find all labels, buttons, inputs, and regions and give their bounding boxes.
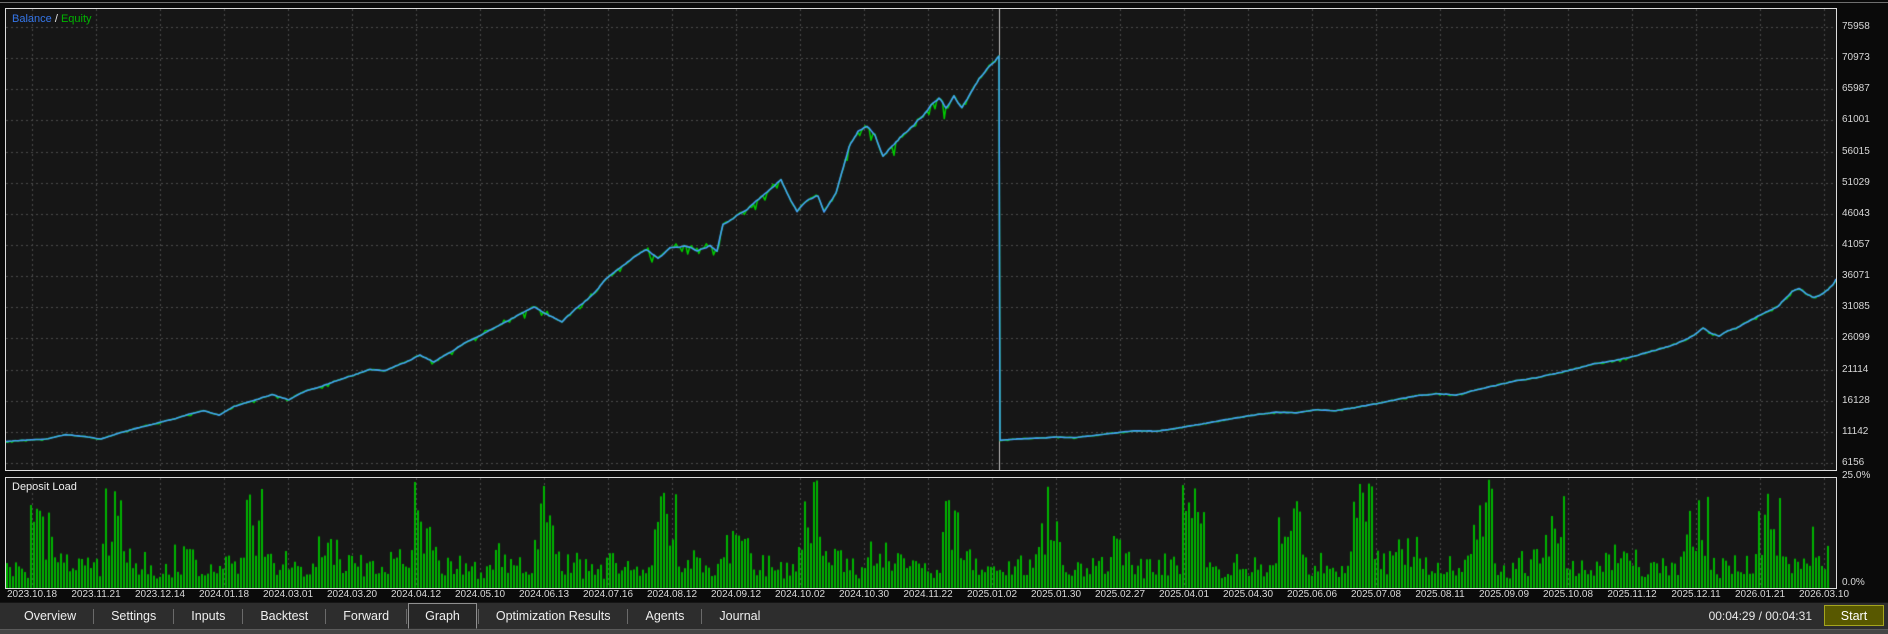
x-axis-tick: 2026.03.10	[1798, 589, 1850, 600]
y-axis-tick: 11142	[1842, 425, 1869, 437]
tab-separator	[406, 608, 408, 624]
deposit-load-panel[interactable]: Deposit Load	[5, 477, 1837, 589]
y-axis-tick: 65987	[1842, 83, 1870, 95]
tab-graph[interactable]: Graph	[408, 603, 477, 629]
x-axis-tick: 2026.01.21	[1734, 589, 1786, 600]
x-axis-tick: 2023.12.14	[134, 589, 186, 600]
x-axis-tick: 2025.11.12	[1607, 589, 1657, 600]
y-axis-tick: 46043	[1842, 207, 1870, 219]
x-axis-tick: 2024.07.16	[582, 589, 634, 600]
tab-overview[interactable]: Overview	[24, 609, 77, 623]
bottom-divider	[0, 629, 1888, 634]
y-axis-tick: 51029	[1842, 176, 1870, 188]
x-axis-tick: 2025.01.02	[966, 589, 1018, 600]
y-axis-tick: 75958	[1842, 21, 1870, 32]
legend-separator: /	[51, 13, 61, 25]
x-axis-labels: 2023.10.18 2023.11.21 2023.12.14 2024.01.18…	[0, 588, 1888, 602]
x-axis-tick: 2024.10.30	[838, 589, 890, 600]
y-axis-tick: 41057	[1842, 238, 1870, 250]
x-axis-tick: 2024.03.01	[262, 589, 314, 600]
legend-balance: Balance	[12, 13, 52, 25]
y-axis-tick: 16128	[1842, 394, 1870, 406]
tab-bar: Overview Settings Inputs Backtest Forward Gra…	[0, 602, 1888, 629]
deposit-max-label: 25.0%	[1842, 470, 1871, 481]
tab-inputs[interactable]: Inputs	[191, 609, 226, 623]
x-axis-tick: 2024.06.13	[518, 589, 570, 600]
y-axis-tick: 6156	[1842, 456, 1865, 468]
x-axis-tick: 2025.04.30	[1222, 589, 1274, 600]
tab-journal[interactable]: Journal	[719, 609, 761, 623]
y-axis-tick: 56015	[1842, 145, 1870, 157]
balance-equity-panel[interactable]: Balance / Equity	[5, 8, 1837, 471]
deposit-load-chart[interactable]	[6, 478, 1836, 588]
x-axis-tick: 2025.07.08	[1350, 589, 1402, 600]
tab-settings[interactable]: Settings	[111, 609, 157, 623]
y-axis-labels: 25.0% 0.0% 75958 70973 65987 61001 56015 5102…	[1841, 0, 1888, 600]
deposit-min-label: 0.0%	[1842, 577, 1865, 588]
tab-separator	[627, 608, 629, 624]
x-axis-tick: 2025.08.11	[1415, 589, 1465, 600]
x-axis-tick: 2024.11.22	[903, 589, 953, 600]
y-axis-tick: 21114	[1842, 363, 1869, 375]
x-axis-tick: 2025.01.30	[1030, 589, 1082, 600]
x-axis-tick: 2024.03.20	[326, 589, 378, 600]
x-axis-tick: 2025.12.11	[1671, 589, 1721, 600]
x-axis-tick: 2023.10.18	[6, 589, 58, 600]
x-axis-tick: 2025.04.01	[1158, 589, 1210, 600]
tab-optimization-results[interactable]: Optimization Results	[495, 609, 611, 623]
balance-equity-chart[interactable]	[6, 9, 1836, 470]
x-axis-tick: 2025.10.08	[1542, 589, 1594, 600]
tab-separator	[173, 608, 175, 624]
tab-backtest[interactable]: Backtest	[260, 609, 309, 623]
tab-separator	[477, 608, 479, 624]
tab-separator	[93, 608, 95, 624]
start-button[interactable]: Start	[1824, 605, 1884, 626]
tab-list: Overview Settings Inputs Backtest Forward Gra…	[0, 603, 776, 629]
x-axis-tick: 2023.11.21	[71, 589, 121, 600]
tab-agents[interactable]: Agents	[645, 609, 685, 623]
x-axis-tick: 2024.10.02	[774, 589, 826, 600]
tab-forward[interactable]: Forward	[343, 609, 390, 623]
y-axis-tick: 26099	[1842, 332, 1870, 344]
tab-separator	[242, 608, 244, 624]
status-area: 00:04:29 / 00:04:31 Start	[1709, 602, 1884, 629]
y-axis-tick: 70973	[1842, 52, 1870, 64]
legend-equity: Equity	[60, 13, 92, 25]
x-axis-tick: 2024.04.12	[390, 589, 442, 600]
deposit-load-title: Deposit Load	[12, 481, 77, 493]
tab-separator	[325, 608, 327, 624]
window-top-border	[0, 2, 1888, 3]
y-axis-tick: 31085	[1842, 301, 1870, 313]
chart-legend: Balance / Equity	[12, 13, 92, 25]
x-axis-tick: 2025.09.09	[1478, 589, 1530, 600]
x-axis-tick: 2025.02.27	[1094, 589, 1146, 600]
y-axis-tick: 61001	[1842, 114, 1870, 126]
elapsed-timer: 00:04:29 / 00:04:31	[1708, 608, 1812, 623]
x-axis-tick: 2025.06.06	[1286, 589, 1338, 600]
x-axis-tick: 2024.08.12	[646, 589, 698, 600]
tab-separator	[701, 608, 703, 624]
y-axis-tick: 36071	[1842, 270, 1870, 282]
x-axis-tick: 2024.09.12	[710, 589, 762, 600]
x-axis-tick: 2024.01.18	[198, 589, 250, 600]
x-axis-tick: 2024.05.10	[454, 589, 506, 600]
